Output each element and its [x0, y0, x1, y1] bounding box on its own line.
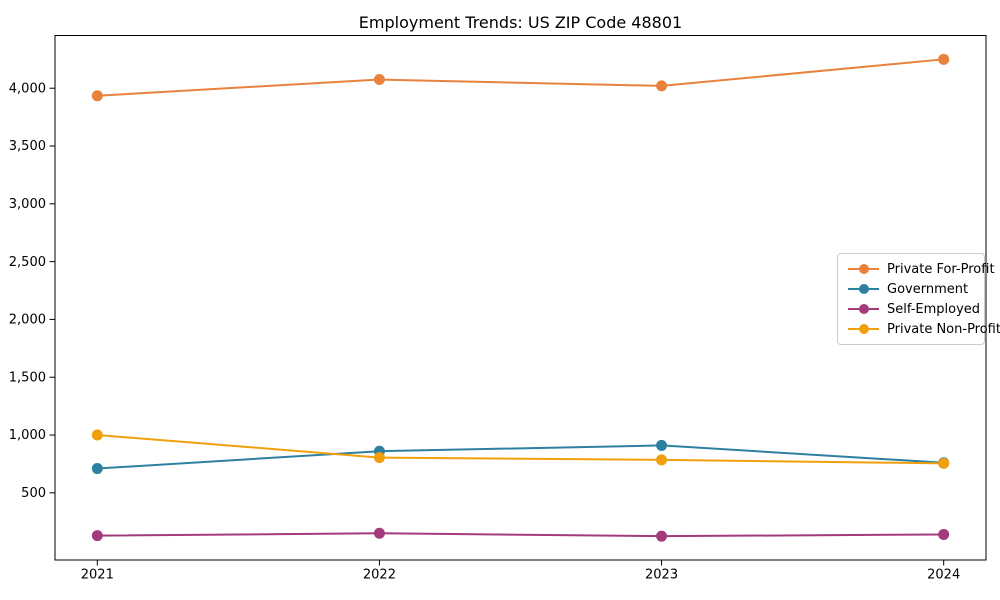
legend-entry: Private Non-Profit	[840, 319, 1000, 339]
chart-title: Employment Trends: US ZIP Code 48801	[358, 13, 683, 32]
y-tick-label: 1,500	[9, 370, 46, 385]
x-tick-label: 2024	[927, 568, 960, 583]
legend-dot-icon	[858, 284, 869, 294]
data-point	[91, 463, 103, 475]
legend-marker-icon	[848, 323, 879, 335]
data-point	[373, 74, 385, 86]
legend-dot-icon	[858, 324, 869, 334]
y-tick-label: 2,500	[9, 255, 46, 270]
data-point	[373, 527, 385, 539]
legend-label: Private For-Profit	[887, 261, 995, 277]
y-tick-label: 4,000	[9, 81, 46, 96]
data-point	[938, 457, 950, 469]
y-tick-label: 3,000	[9, 197, 46, 212]
y-tick-label: 500	[21, 486, 46, 501]
series-self-employed	[91, 527, 950, 542]
legend-dot-icon	[858, 264, 869, 274]
legend-label: Private Non-Profit	[887, 321, 1000, 337]
data-point	[656, 454, 668, 466]
x-tick-label: 2021	[81, 568, 114, 583]
series-line	[97, 444, 944, 470]
x-tick-label: 2023	[645, 568, 678, 583]
data-point	[91, 429, 103, 441]
data-point	[373, 452, 385, 464]
legend-entry: Self-Employed	[840, 299, 982, 319]
legend-marker-icon	[848, 303, 879, 315]
legend-marker-icon	[848, 283, 879, 295]
series-line	[97, 532, 944, 538]
data-point	[91, 90, 103, 102]
series-private-non-profit	[91, 429, 950, 469]
data-point	[938, 528, 950, 540]
data-point	[656, 80, 668, 92]
y-tick-label: 3,500	[9, 139, 46, 154]
data-point	[656, 530, 668, 542]
series-private-for-profit	[91, 53, 950, 102]
data-point	[91, 530, 103, 542]
x-tick-label: 2022	[363, 568, 396, 583]
chart-legend: Private For-Profit Government Self-Employe…	[837, 253, 1000, 345]
series-line	[97, 434, 944, 465]
legend-label: Self-Employed	[887, 301, 981, 317]
series-line	[97, 58, 944, 97]
y-tick-label: 2,000	[9, 313, 46, 328]
legend-dot-icon	[858, 304, 869, 314]
data-point	[656, 439, 668, 451]
y-tick-label: 1,000	[9, 428, 46, 443]
legend-entry: Private For-Profit	[840, 259, 995, 279]
legend-label: Government	[887, 281, 969, 297]
legend-marker-icon	[848, 263, 879, 275]
data-point	[938, 53, 950, 65]
legend-entry: Government	[840, 279, 982, 299]
plot-border	[54, 35, 987, 561]
